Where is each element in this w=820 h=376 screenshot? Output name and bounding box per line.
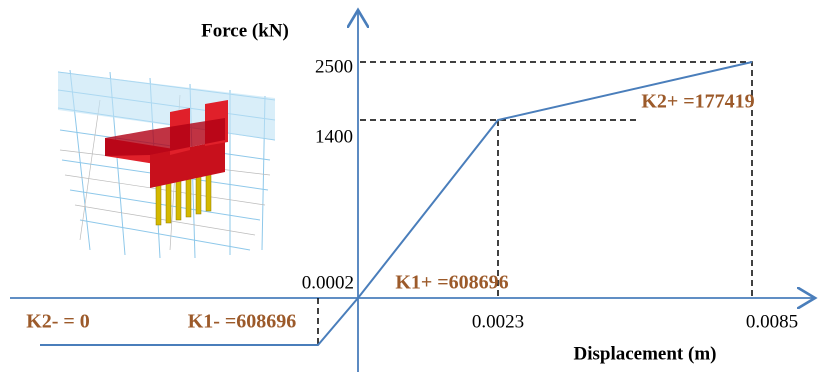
stiffness-label: K1- =608696 [188,311,297,333]
y-tick-label: 0.0002 [302,272,354,293]
y-axis-label: Force (kN) [201,20,289,41]
stiffness-label: K1+ =608696 [395,272,508,294]
x-tick-label: 0.0023 [472,311,524,332]
x-tick-label: 0.0085 [746,311,798,332]
stiffness-label: K2+ =177419 [641,91,754,113]
stiffness-label: K2- = 0 [26,311,90,333]
y-tick-label: 1400 [315,126,353,147]
x-axis-label: Displacement (m) [574,343,717,364]
y-tick-label: 2500 [315,56,353,77]
diagram: Force (kN) Displacement (m) 2500 1400 0.… [0,0,820,376]
model-image [58,70,275,258]
